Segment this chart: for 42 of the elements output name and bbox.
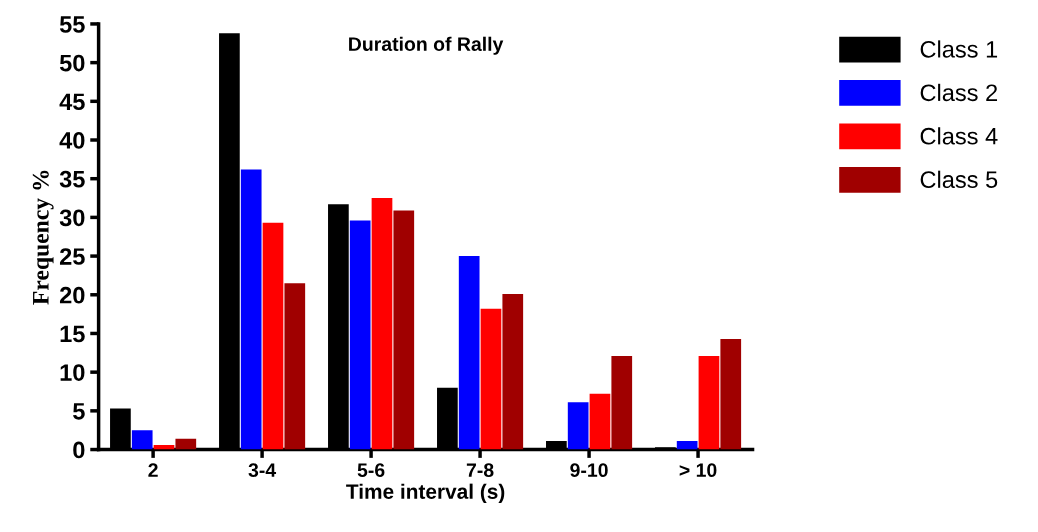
legend-label: Class 4 <box>920 127 998 145</box>
bar <box>567 402 589 450</box>
bar <box>458 256 480 450</box>
legend-label: Class 5 <box>920 170 998 189</box>
y-tick-label: 10 <box>60 364 85 381</box>
bar <box>589 393 611 450</box>
y-tick-label: 50 <box>59 54 85 72</box>
bar <box>480 308 502 450</box>
x-tick-label: 5-6 <box>357 463 385 478</box>
y-tick-label: 30 <box>59 209 85 227</box>
y-tick-label: 5 <box>73 403 85 420</box>
bar <box>131 430 153 450</box>
bar <box>676 441 698 450</box>
y-tick-label: 15 <box>60 325 85 343</box>
y-tick-label: 55 <box>59 16 85 33</box>
y-tick-label: 40 <box>59 132 85 149</box>
text: Duration of Rally <box>349 36 504 55</box>
y-tick-label: 45 <box>59 93 85 111</box>
bar <box>349 220 371 450</box>
bar <box>393 210 415 450</box>
y-tick-label: 0 <box>73 441 85 459</box>
bar <box>240 169 262 450</box>
legend-label: Class 1 <box>920 40 998 58</box>
x-axis-title: Time interval (s) <box>346 483 505 504</box>
y-axis-title: Frequency % <box>32 170 54 305</box>
legend-label: Class 2 <box>920 83 998 102</box>
bar <box>611 355 633 450</box>
y-tick-label: 20 <box>59 286 85 304</box>
x-tick-label: 7-8 <box>466 463 494 478</box>
y-tick-label: 35 <box>59 170 85 188</box>
x-tick-label: 9-10 <box>570 463 608 478</box>
bar <box>284 283 306 450</box>
x-tick-label: 2 <box>148 463 158 477</box>
bar <box>698 355 720 450</box>
bar <box>720 338 742 450</box>
bar <box>175 438 197 450</box>
bar <box>502 294 524 450</box>
x-tick-label: 3-4 <box>248 463 277 478</box>
bar <box>371 198 393 450</box>
y-tick-label: 25 <box>59 248 85 265</box>
x-tick-label: > 10 <box>679 463 717 478</box>
bar <box>262 222 284 450</box>
